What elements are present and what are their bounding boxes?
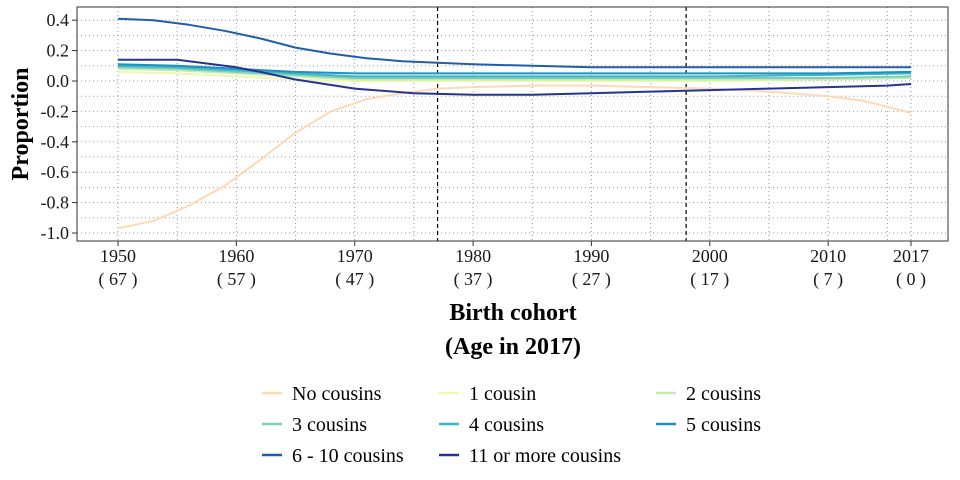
x-axis-title: Birth cohort <box>449 300 576 326</box>
legend-label: 2 cousins <box>686 383 761 405</box>
x-tick-label: 1980 <box>455 246 491 266</box>
x-tick-age-label: ( 37 ) <box>454 269 493 290</box>
legend-label: No cousins <box>292 383 382 405</box>
x-tick-label: 2010 <box>810 246 846 266</box>
legend-label: 5 cousins <box>686 414 761 436</box>
gridlines <box>77 7 948 241</box>
y-tick-label: 0.0 <box>47 71 70 91</box>
x-tick-label: 2017 <box>893 246 929 266</box>
x-tick-age-label: ( 47 ) <box>335 269 374 290</box>
series-line <box>118 58 912 96</box>
legend-label: 1 cousin <box>469 383 536 405</box>
x-tick-label: 1950 <box>100 246 136 266</box>
x-tick-age-label: ( 17 ) <box>690 269 729 290</box>
legend-label: 3 cousins <box>292 414 367 436</box>
x-tick-label: 1970 <box>337 246 373 266</box>
series-lines <box>117 17 912 230</box>
legend-label: 6 - 10 cousins <box>292 445 404 467</box>
y-tick-label: -0.6 <box>41 162 70 182</box>
y-tick-label: -0.4 <box>41 132 70 152</box>
legend-label: 4 cousins <box>469 414 544 436</box>
x-axis-subtitle: (Age in 2017) <box>445 334 581 360</box>
x-axis: 1950 ( 67 ) 1960 ( 57 ) 1970 ( 47 ) 1980 ( 37 )… <box>99 241 929 290</box>
x-tick-label: 1960 <box>218 246 254 266</box>
legend-label: 11 or more cousins <box>469 445 621 467</box>
x-tick-age-label: ( 57 ) <box>217 269 256 290</box>
y-tick-label: -0.8 <box>41 193 70 213</box>
x-tick-label: 2000 <box>692 246 728 266</box>
y-axis-title: Proportion <box>8 68 34 181</box>
x-tick-age-label: ( 7 ) <box>813 269 843 290</box>
legend: No cousins 1 cousin 2 cousins 3 cousins 4 co… <box>262 383 761 467</box>
y-tick-label: -1.0 <box>41 223 70 243</box>
y-tick-label: 0.4 <box>47 10 70 30</box>
series-line <box>117 17 911 69</box>
reference-lines <box>436 7 687 241</box>
x-tick-age-label: ( 0 ) <box>896 269 926 290</box>
series-line <box>117 67 912 81</box>
y-tick-label: -0.2 <box>41 101 70 121</box>
x-tick-age-label: ( 67 ) <box>99 269 138 290</box>
x-tick-age-label: ( 27 ) <box>572 269 611 290</box>
plot-panel-border <box>76 6 949 242</box>
series-line <box>117 84 912 230</box>
series-line <box>117 63 912 75</box>
x-tick-label: 1990 <box>573 246 609 266</box>
y-axis: 0.4 0.2 0.0 -0.2 -0.4 -0.6 -0.8 -1.0 <box>41 10 77 243</box>
y-tick-label: 0.2 <box>47 41 70 61</box>
series-line <box>117 64 912 78</box>
series-line <box>117 66 912 79</box>
